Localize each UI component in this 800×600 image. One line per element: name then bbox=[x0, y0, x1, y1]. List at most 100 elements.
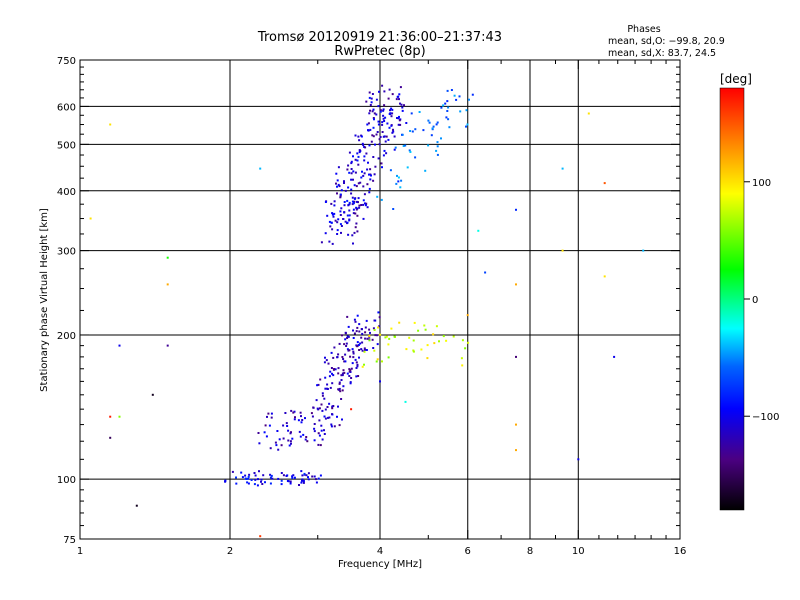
data-point bbox=[393, 335, 396, 338]
data-points bbox=[89, 84, 645, 538]
data-point bbox=[259, 167, 262, 170]
data-point bbox=[396, 117, 398, 119]
data-point bbox=[378, 90, 380, 93]
data-point bbox=[324, 201, 327, 203]
data-point bbox=[373, 329, 376, 331]
data-point bbox=[358, 349, 361, 351]
data-point bbox=[377, 157, 380, 160]
data-point bbox=[261, 483, 264, 485]
data-point bbox=[409, 151, 412, 153]
y-tick-label: 400 bbox=[57, 187, 76, 198]
data-point bbox=[323, 415, 326, 418]
data-point bbox=[339, 195, 342, 198]
data-point bbox=[433, 342, 436, 345]
data-point bbox=[372, 108, 375, 111]
data-point bbox=[352, 155, 354, 158]
data-point bbox=[334, 368, 337, 371]
data-point bbox=[352, 337, 355, 339]
data-point bbox=[343, 180, 345, 183]
data-point bbox=[360, 348, 363, 351]
data-point bbox=[300, 481, 303, 484]
data-point bbox=[290, 431, 292, 434]
data-point bbox=[324, 356, 326, 359]
data-point bbox=[392, 128, 394, 131]
data-point bbox=[366, 206, 369, 209]
data-point bbox=[339, 390, 342, 393]
data-point bbox=[361, 365, 364, 368]
data-point bbox=[302, 481, 305, 484]
data-point bbox=[365, 152, 368, 155]
data-point bbox=[353, 200, 356, 203]
data-point bbox=[305, 436, 308, 438]
data-point bbox=[340, 398, 343, 400]
data-point bbox=[332, 356, 335, 359]
data-point bbox=[314, 478, 317, 481]
data-point bbox=[399, 102, 401, 105]
data-point bbox=[341, 418, 343, 421]
data-point bbox=[436, 141, 439, 144]
data-point bbox=[358, 356, 360, 359]
data-point bbox=[333, 425, 336, 428]
data-point bbox=[414, 156, 417, 159]
data-point bbox=[364, 326, 367, 329]
data-point bbox=[293, 410, 296, 413]
data-point bbox=[346, 348, 349, 351]
data-point bbox=[329, 370, 332, 373]
data-point bbox=[265, 435, 268, 438]
data-point bbox=[383, 149, 386, 152]
data-point bbox=[333, 204, 336, 207]
data-point bbox=[375, 113, 378, 116]
legend-line-x: mean, sd,X: 83.7, 24.5 bbox=[608, 48, 716, 59]
data-point bbox=[365, 319, 368, 322]
data-point bbox=[370, 140, 373, 143]
data-point bbox=[280, 444, 283, 447]
data-point bbox=[300, 470, 303, 473]
data-point bbox=[280, 483, 283, 486]
data-point bbox=[392, 208, 395, 210]
data-point bbox=[442, 335, 445, 338]
data-point bbox=[319, 444, 322, 447]
data-point bbox=[372, 135, 375, 138]
data-point bbox=[336, 192, 338, 195]
data-point bbox=[396, 174, 398, 177]
data-point bbox=[385, 152, 388, 155]
data-point bbox=[269, 482, 272, 485]
data-point bbox=[382, 154, 385, 157]
data-point bbox=[515, 355, 517, 358]
x-tick-label: 1 bbox=[77, 546, 83, 557]
data-point bbox=[291, 437, 294, 440]
data-point bbox=[435, 149, 438, 152]
data-point bbox=[390, 327, 393, 330]
data-point bbox=[455, 98, 458, 101]
data-point bbox=[364, 348, 366, 351]
data-point bbox=[391, 93, 394, 96]
y-tick-label: 500 bbox=[57, 140, 76, 151]
data-point bbox=[381, 166, 383, 169]
data-point bbox=[264, 424, 267, 427]
data-point bbox=[109, 436, 112, 439]
data-point bbox=[338, 342, 341, 345]
data-point bbox=[367, 161, 369, 164]
data-point bbox=[360, 204, 363, 206]
data-point bbox=[388, 88, 391, 91]
data-point bbox=[404, 144, 407, 147]
data-point bbox=[323, 433, 326, 435]
data-point bbox=[288, 444, 291, 447]
data-point bbox=[348, 370, 351, 373]
data-point bbox=[351, 203, 354, 206]
data-point bbox=[362, 174, 365, 177]
data-point bbox=[331, 213, 334, 216]
data-point bbox=[352, 356, 355, 359]
data-point bbox=[166, 283, 169, 286]
data-point bbox=[326, 406, 329, 408]
data-point bbox=[398, 321, 401, 324]
data-point bbox=[345, 342, 348, 345]
data-point bbox=[351, 348, 354, 351]
data-point bbox=[341, 372, 344, 375]
data-point bbox=[321, 409, 324, 412]
data-point bbox=[331, 407, 334, 410]
data-point bbox=[353, 184, 356, 187]
data-point bbox=[353, 231, 356, 234]
data-point bbox=[332, 215, 335, 218]
data-point bbox=[401, 106, 404, 109]
